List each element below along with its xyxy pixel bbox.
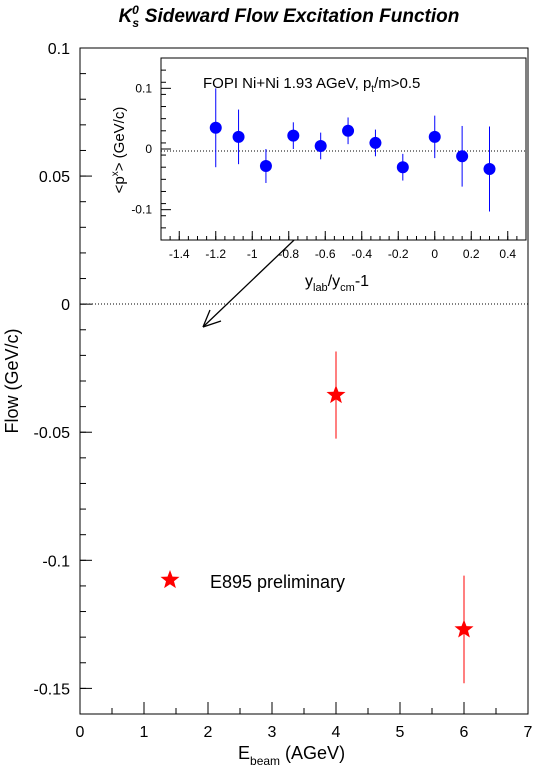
inset-data-point [369,136,382,149]
main-x-tick-label: 7 [524,724,533,741]
main-y-tick-label: -0.05 [34,425,71,442]
inset-x-tick-label: 0 [431,247,438,261]
inset-y-tick-label: -0.1 [131,203,152,217]
inset-data-point [428,130,441,143]
inset-y-label-sup: x [110,171,121,176]
inset-title-main: FOPI Ni+Ni 1.93 AGeV, p [203,75,371,92]
title-sup: 0 [132,3,139,17]
main-y-axis-label: Flow (GeV/c) [2,328,22,433]
main-x-tick-label: 2 [204,724,213,741]
main-data-point-star [454,619,474,638]
inset-x-label-a-sub: lab [313,282,328,294]
inset-y-label-b: > (GeV/c) [111,107,128,172]
inset-x-tick-label: -1.4 [169,247,190,261]
main-x-axis: 0 1 2 3 4 5 6 7 [76,702,533,741]
main-y-tick-label: -0.15 [34,681,71,698]
inset-x-tick-label: -0.8 [278,247,299,261]
legend: E895 preliminary [160,570,345,592]
inset-x-tick-label: -0.2 [388,247,409,261]
inset-x-axis: -1.4 -1.2 -1 -0.8 -0.6 -0.4 -0.2 0 0.2 0.4 [160,231,527,261]
inset-data-point [314,139,327,152]
inset-y-axis-label: <px> (GeV/c) [110,107,128,194]
inset-title-rest: /m>0.5 [374,75,420,92]
inset-plot-frame [160,57,527,241]
legend-marker-star [160,570,180,589]
inset-data-point [396,161,409,174]
inset-y-tick-label: 0.1 [135,81,152,95]
main-x-tick-label: 5 [396,724,405,741]
inset-data-point [287,129,300,142]
main-x-tick-label: 3 [268,724,277,741]
inset-x-label-b-sub: cm [340,282,355,294]
inset-data-point [209,121,222,134]
inset-x-label-a: y [305,273,313,290]
inset-y-axis: -0.1 0 0.1 [131,57,171,241]
inset-x-tick-label: -1 [247,247,258,261]
inset-data-point [342,124,355,137]
main-x-axis-label: Ebeam (AGeV) [238,743,345,768]
inset-x-tick-label: -0.4 [351,247,372,261]
inset-y-tick-label: 0 [145,142,152,156]
main-x-axis-label-base: E [238,743,250,763]
main-y-tick-label: -0.1 [42,553,70,570]
inset-y-label-a: <p [111,176,128,193]
main-y-tick-label: 0 [61,297,70,314]
inset-x-label-b: /y [328,273,340,290]
inset-x-tick-label: -1.2 [205,247,226,261]
main-x-tick-label: 0 [76,724,85,741]
inset-data-point [259,159,272,172]
main-plot: -0.15 -0.1 -0.05 0 0.05 0.1 0 1 2 3 4 5 6 7 Ebeam (AG… [2,41,533,768]
main-x-tick-label: 1 [140,724,149,741]
inset-data-point [232,130,245,143]
main-y-axis: -0.15 -0.1 -0.05 0 0.05 0.1 [34,41,92,715]
inset-x-label-c: -1 [355,273,369,290]
main-x-tick-label: 6 [460,724,469,741]
main-x-axis-label-rest: (AGeV) [285,743,345,763]
title-sub: s [132,16,139,30]
inset-data-point [483,163,496,176]
inset-x-tick-label: -0.6 [315,247,336,261]
legend-label: E895 preliminary [210,572,345,592]
main-y-tick-label: 0.05 [39,169,70,186]
inset-title-sub: t [371,84,374,95]
inset-data-points [209,88,496,212]
inset-data-point [456,150,469,163]
inset-title: FOPI Ni+Ni 1.93 AGeV, pt/m>0.5 [203,75,420,95]
main-x-axis-label-sub: beam [250,754,280,768]
inset-x-axis-label: ylab/ycm-1 [305,273,369,294]
title-symbol: K [119,6,134,27]
main-data-point-star [326,385,346,404]
title-text: Sideward Flow Excitation Function [145,6,460,27]
main-y-tick-label: 0.1 [48,41,70,58]
inset-x-tick-label: 0.4 [499,247,516,261]
inset-plot: -0.1 0 0.1 -1.4 -1.2 -1 -0.8 -0.6 -0.4 -0.2 0 0.2 0… [110,57,527,294]
main-x-tick-label: 4 [332,724,341,741]
main-data-points [326,351,474,684]
chart-title: Ks0 Sideward Flow Excitation Function [119,3,460,30]
inset-x-tick-label: 0.2 [463,247,480,261]
